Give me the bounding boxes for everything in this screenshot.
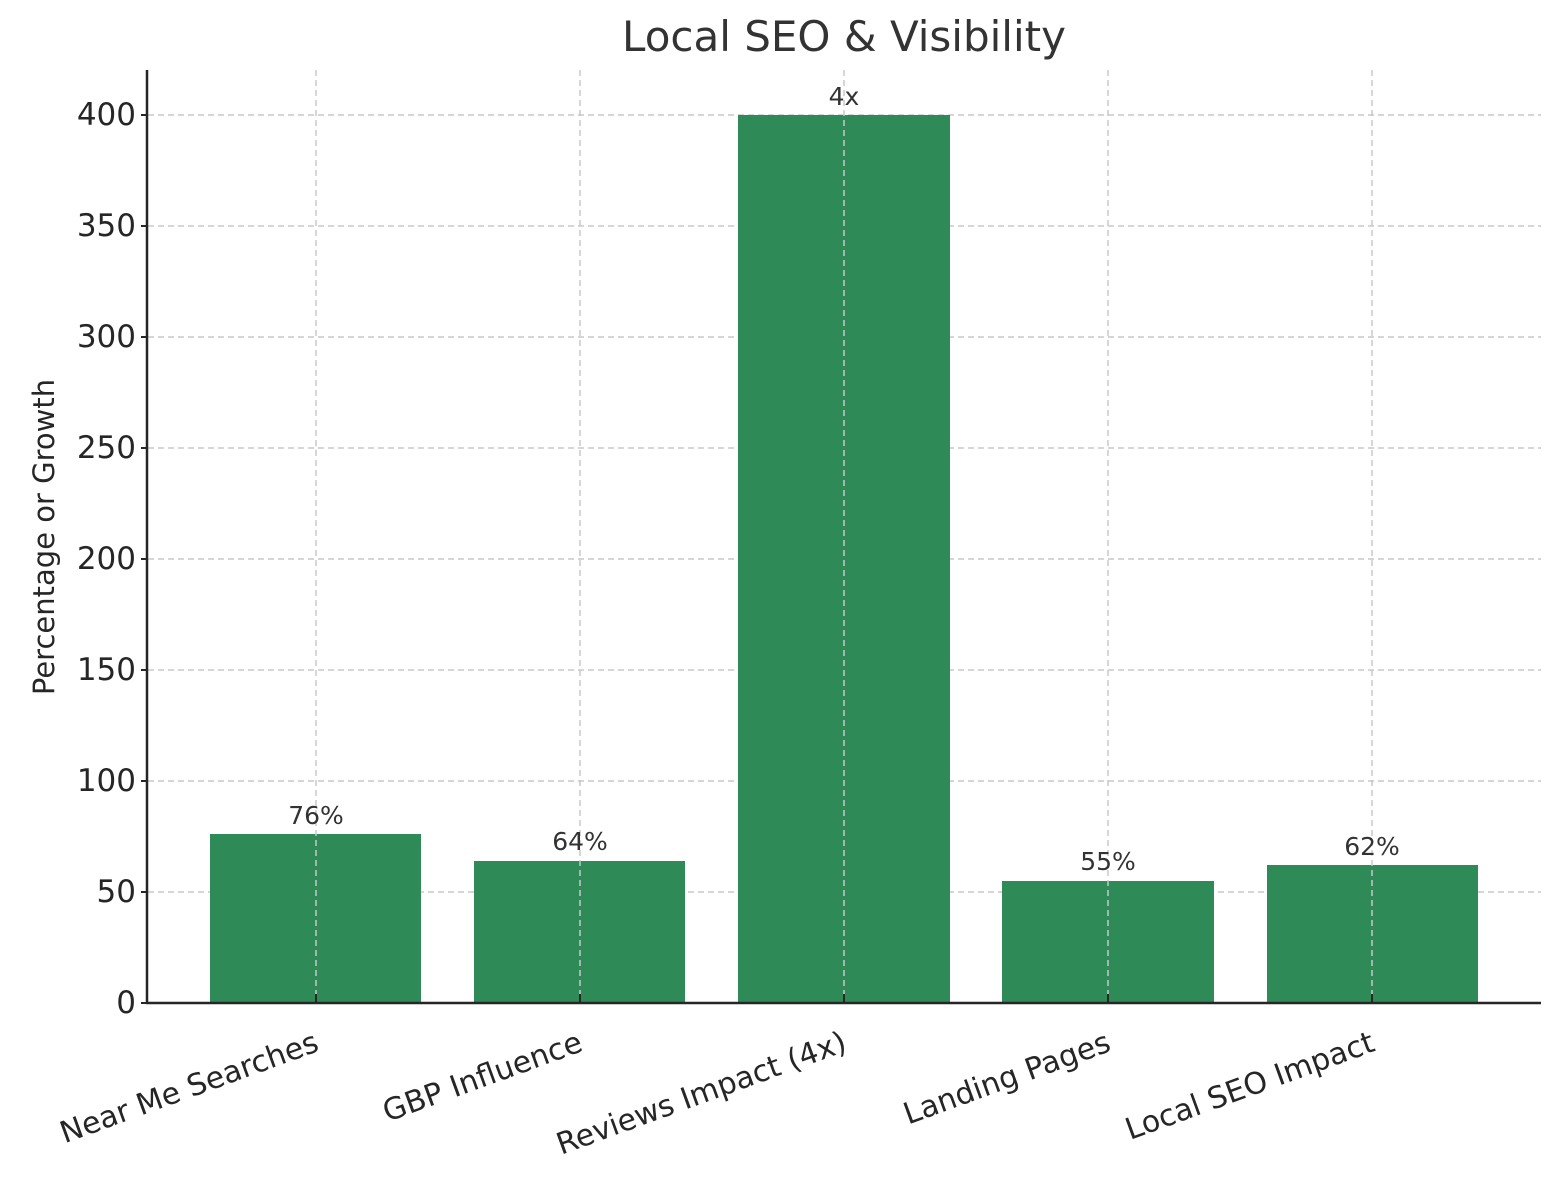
y-tick-250: 250: [76, 430, 136, 466]
y-tick-150: 150: [76, 652, 136, 688]
x-tick-gbp-influence: GBP Influence: [378, 1025, 587, 1130]
chart-title: Local SEO & Visibility: [622, 12, 1066, 61]
vertical-gridlines: [315, 70, 1373, 1003]
y-tick-400: 400: [76, 97, 136, 133]
x-tick-near-me-searches: Near Me Searches: [55, 1025, 323, 1151]
bar-near-me-searches: [210, 834, 421, 1003]
y-tick-100: 100: [76, 763, 136, 799]
y-tick-300: 300: [76, 319, 136, 355]
x-tick-reviews-impact: Reviews Impact (4x): [552, 1025, 851, 1162]
y-tick-200: 200: [76, 541, 136, 577]
bar-label-local-seo-impact: 62%: [1344, 832, 1400, 861]
bar-label-near-me-searches: 76%: [288, 801, 344, 830]
y-tick-0: 0: [116, 985, 136, 1021]
x-tick-landing-pages: Landing Pages: [899, 1025, 1115, 1132]
y-tick-50: 50: [96, 874, 136, 910]
tick-marks: [141, 114, 1373, 1004]
bar-label-gbp-influence: 64%: [552, 827, 608, 856]
bar-label-landing-pages: 55%: [1080, 847, 1136, 876]
bar-reviews-impact: [738, 115, 950, 1003]
x-tick-local-seo-impact: Local SEO Impact: [1121, 1025, 1380, 1148]
bar-label-reviews-impact: 4x: [829, 82, 860, 111]
y-tick-350: 350: [76, 208, 136, 244]
